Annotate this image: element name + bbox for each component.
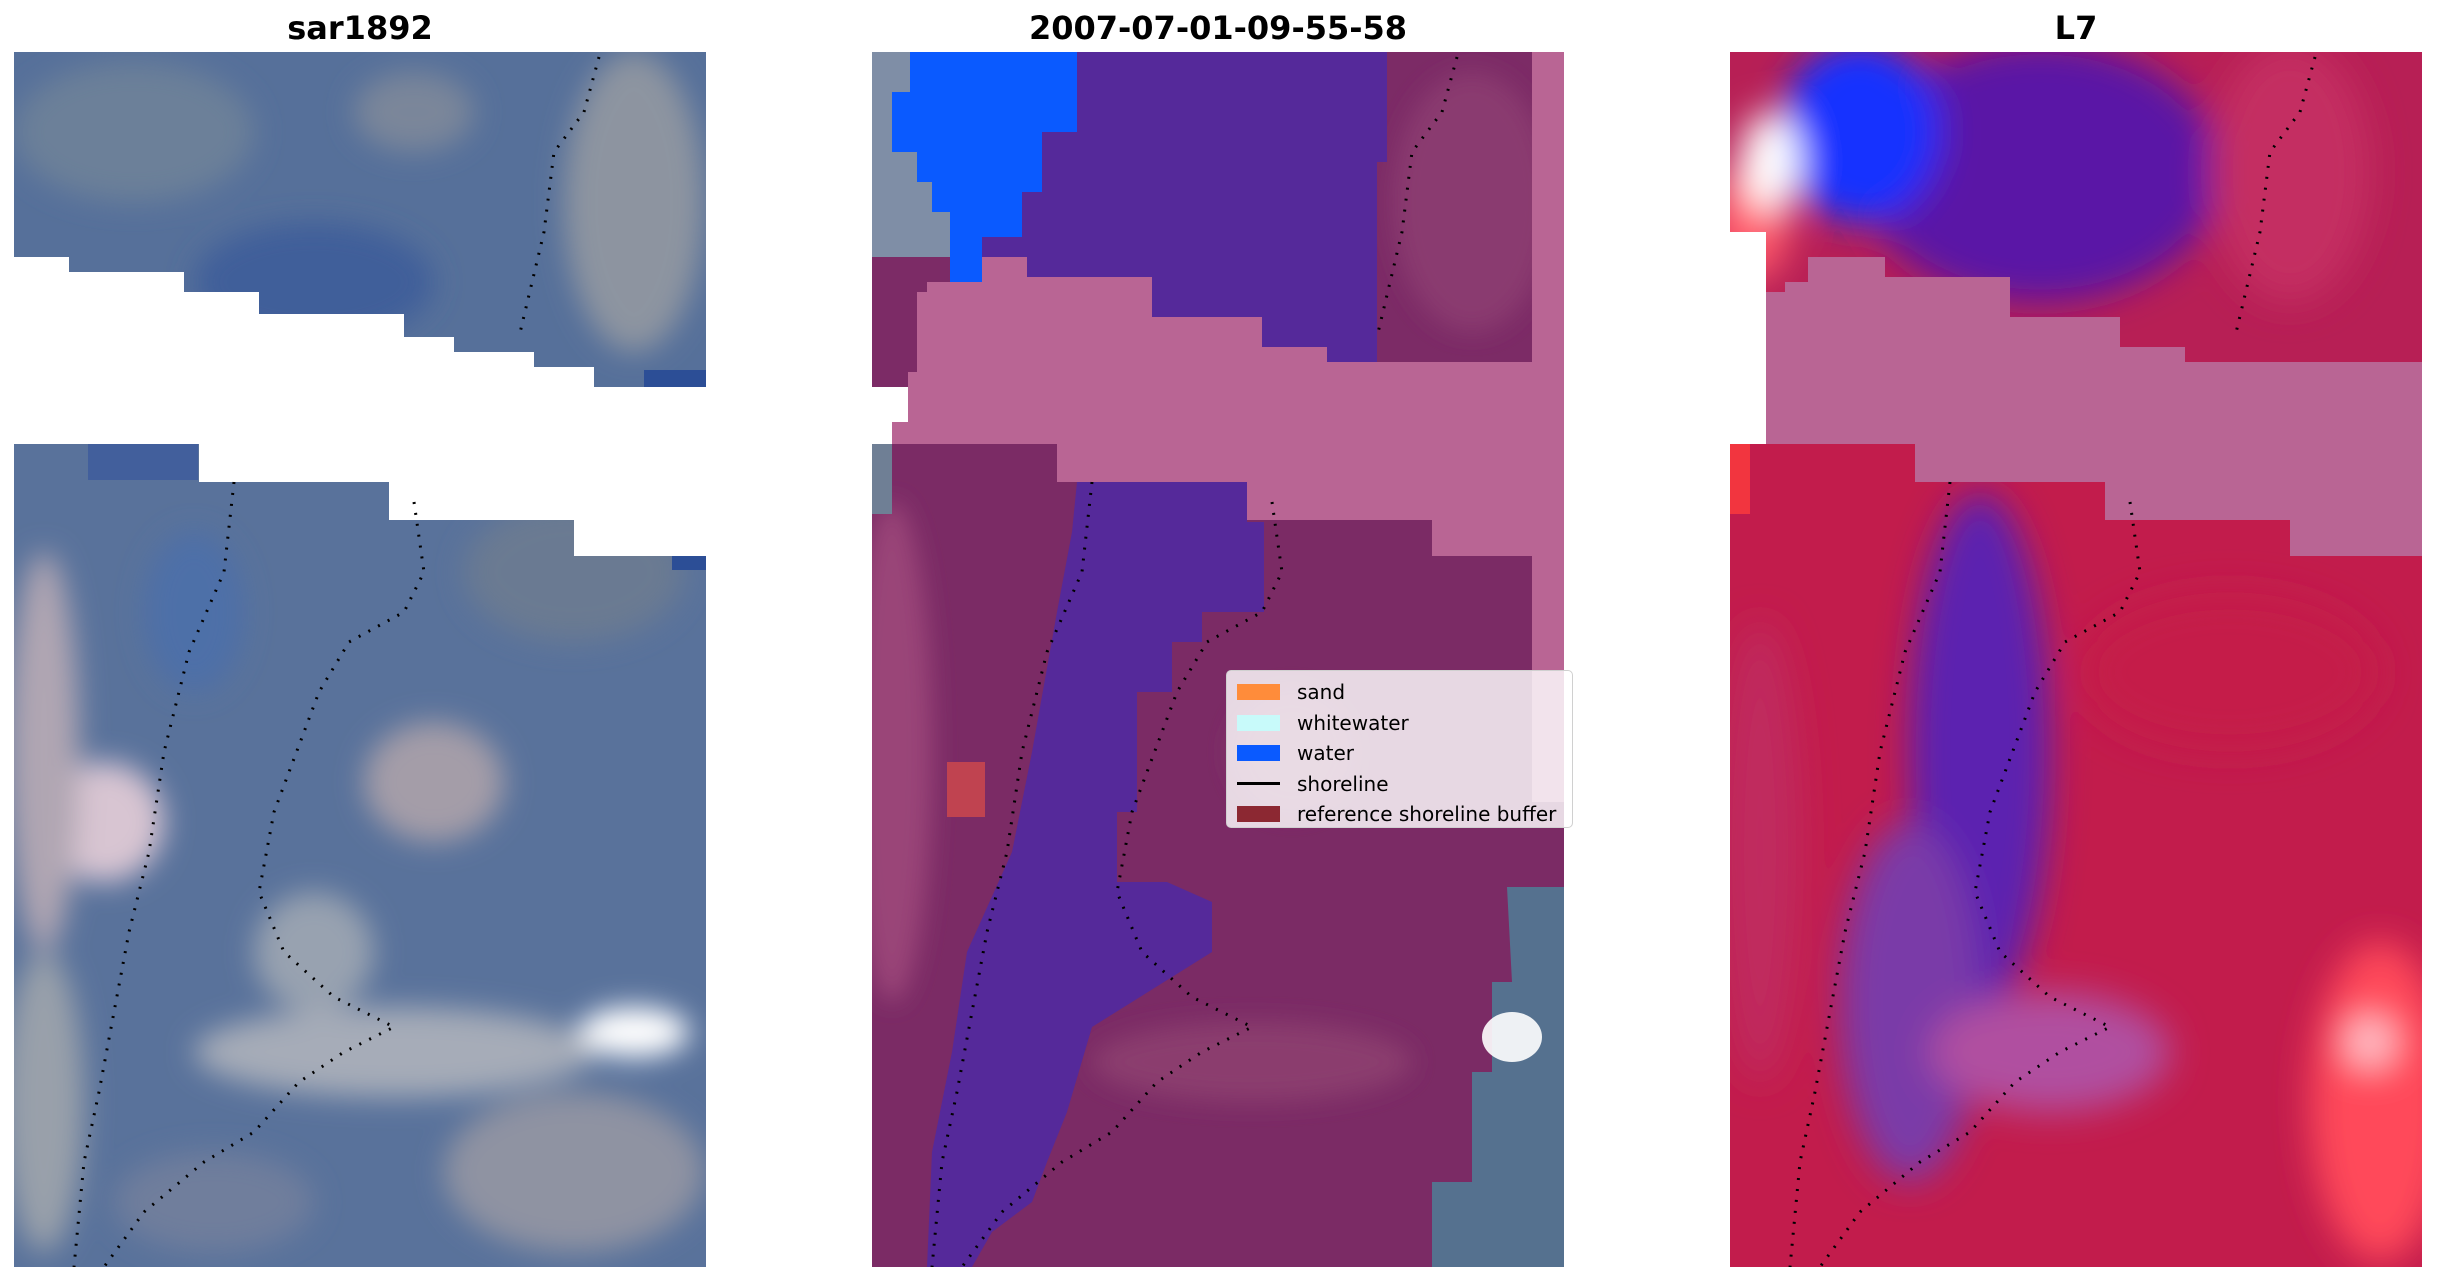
- legend-item-whitewater: whitewater: [1237, 708, 1562, 739]
- sand-swatch: [1237, 684, 1280, 701]
- panel-title-2: 2007-07-01-09-55-58: [1028, 9, 1408, 47]
- water-swatch: [1237, 745, 1280, 762]
- legend: sand whitewater water shoreline referenc…: [1226, 670, 1573, 828]
- legend-label: shoreline: [1297, 771, 1389, 796]
- reference-buffer-swatch: [1237, 806, 1280, 823]
- legend-item-shoreline: shoreline: [1237, 769, 1562, 800]
- legend-item-sand: sand: [1237, 677, 1562, 708]
- legend-label: reference shoreline buffer: [1297, 802, 1557, 827]
- shoreline-line-swatch: [1237, 782, 1280, 786]
- panel-title-3: L7: [2054, 9, 2098, 47]
- sar-image: [14, 52, 706, 1267]
- whitewater-swatch: [1237, 714, 1280, 731]
- legend-label: sand: [1297, 680, 1346, 705]
- legend-label: water: [1297, 741, 1354, 766]
- index-panel: [1730, 52, 2422, 1267]
- classified-image: [872, 52, 1564, 1267]
- panel-title-1: sar1892: [287, 9, 433, 47]
- classification-panel: [872, 52, 1564, 1267]
- legend-item-reference-buffer: reference shoreline buffer: [1237, 799, 1562, 830]
- legend-label: whitewater: [1297, 710, 1409, 735]
- index-image: [1730, 52, 2422, 1267]
- sar-image-panel: [14, 52, 706, 1267]
- legend-item-water: water: [1237, 738, 1562, 769]
